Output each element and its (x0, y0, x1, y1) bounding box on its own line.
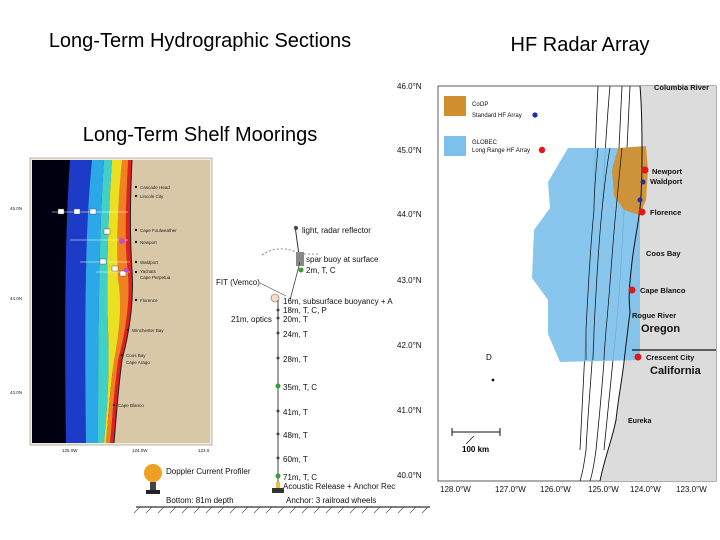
radar-place-label: Newport (652, 167, 683, 176)
hydro-lat-label: 44.0N (10, 296, 22, 301)
radar-lat-label: 42.0°N (397, 341, 422, 350)
hydro-place-label: Waldport (140, 260, 159, 265)
radar-lon-label: 126.0°W (540, 485, 571, 494)
mooring-diagram: light, radar reflector spar buoy at surf… (133, 225, 430, 514)
hf-radar-title: HF Radar Array (510, 34, 650, 56)
radar-map: D CoOP Standard HF Array GLOBEC Long Ran… (437, 83, 717, 482)
radar-lon-label: 127.0°W (495, 485, 526, 494)
globec-coverage (532, 148, 640, 362)
radar-place-label: Columbia River (654, 83, 709, 92)
radar-lat-label: 46.0°N (397, 82, 422, 91)
radar-place-label: Eureka (628, 418, 651, 425)
radar-place-label: Rogue River (632, 311, 676, 320)
bottom-depth-label: Bottom: 81m depth (166, 496, 234, 505)
mooring-depth-label: 20m, T (283, 315, 308, 324)
radar-lon-label: 124.0°W (630, 485, 661, 494)
hydro-lat-label: 43.0N (10, 390, 22, 395)
hydro-place-label: Cascade Head (140, 185, 170, 190)
radar-place-label: Florence (650, 208, 681, 217)
legend-coop-name: CoOP (472, 102, 488, 108)
fit-label: FIT (Vemco) (216, 278, 260, 287)
hydro-place-label: Cape Arago (126, 360, 150, 365)
anchor-icon (272, 488, 284, 493)
legend-globec-name: GLOBEC (472, 140, 498, 146)
radar-lon-label: 123.0°W (676, 485, 707, 494)
mooring-depth-label: 28m, T (283, 355, 308, 364)
mooring-depth-label: 48m, T (283, 431, 308, 440)
hydro-place-label: Lincoln City (140, 194, 164, 199)
hydro-lat-label: 45.0N (10, 206, 22, 211)
state-label-california: California (650, 365, 702, 377)
mooring-top-label: light, radar reflector (302, 226, 371, 235)
mooring-depth-label: 24m, T (283, 330, 308, 339)
radar-lat-label: 45.0°N (397, 146, 422, 155)
radar-lon-label: 128.0°W (440, 485, 471, 494)
hydro-place-label: Yachats (140, 269, 157, 274)
mooring-depth-label: 21m, optics (231, 315, 272, 324)
hydro-place-label: Coos Bay (126, 353, 146, 358)
sensor-dot (298, 267, 304, 273)
radar-place-label: Coos Bay (646, 249, 681, 258)
doppler-label: Doppler Current Profiler (166, 467, 251, 476)
scale-label: 100 km (462, 445, 489, 454)
scale-bar: 100 km (451, 428, 501, 454)
shelf-moorings-title: Long-Term Shelf Moorings (82, 124, 318, 146)
radar-lon-label: 125.0°W (588, 485, 619, 494)
hydro-lon-label: 124.0W (132, 448, 148, 453)
hydro-place-label: Florence (140, 298, 158, 303)
legend-coop-desc: Standard HF Array (472, 113, 522, 119)
mooring-depth-label: 35m, T, C (283, 383, 317, 392)
radar-lat-label: 43.0°N (397, 276, 422, 285)
state-label-oregon: Oregon (641, 323, 680, 335)
radar-lat-label: 44.0°N (397, 210, 422, 219)
anchor-label: Anchor: 3 railroad wheels (286, 496, 376, 505)
legend-globec-desc: Long Range HF Array (472, 148, 530, 154)
radar-lat-label: 40.0°N (397, 471, 422, 480)
radar-lat-label: 41.0°N (397, 406, 422, 415)
light-icon (294, 226, 298, 230)
release-label: Acoustic Release + Anchor Rec (283, 482, 395, 491)
mooring-depth-label: 18m, T, C, P (283, 306, 327, 315)
mooring-top-label: 2m, T, C (306, 266, 336, 275)
radar-place-label: Crescent City (646, 353, 695, 362)
legend-coop-swatch (444, 96, 466, 116)
doppler-profiler-icon (144, 464, 162, 482)
hydro-lon-label: 123.0 (198, 448, 210, 453)
subsurface-buoy-icon (270, 293, 280, 303)
hydro-place-label: Cape Blanco (118, 403, 144, 408)
hydro-place-label: Winchester Bay (132, 328, 164, 333)
radar-place-label: Waldport (650, 177, 683, 186)
hydro-place-label: Newport (140, 240, 158, 245)
mooring-depth-label: 71m, T, C (283, 473, 317, 482)
hydro-sections-title: Long-Term Hydrographic Sections (48, 30, 352, 52)
legend-globec-swatch (444, 136, 466, 156)
mooring-depth-label: 60m, T (283, 455, 308, 464)
hydro-map: Cascade Head Lincoln City Cape Foulweath… (10, 157, 213, 453)
marker-d: D (486, 353, 492, 362)
subsurface-label: 16m, subsurface buoyancy + A (283, 297, 393, 306)
hydro-lon-label: 125.0W (62, 448, 78, 453)
mooring-top-label: spar buoy at surface (306, 255, 379, 264)
mooring-depth-label: 41m, T (283, 408, 308, 417)
spar-buoy-icon (296, 252, 304, 266)
hydro-place-label: Cape Perpetua (140, 275, 171, 280)
hydro-place-label: Cape Foulweather (140, 228, 177, 233)
radar-place-label: Cape Blanco (640, 286, 686, 295)
